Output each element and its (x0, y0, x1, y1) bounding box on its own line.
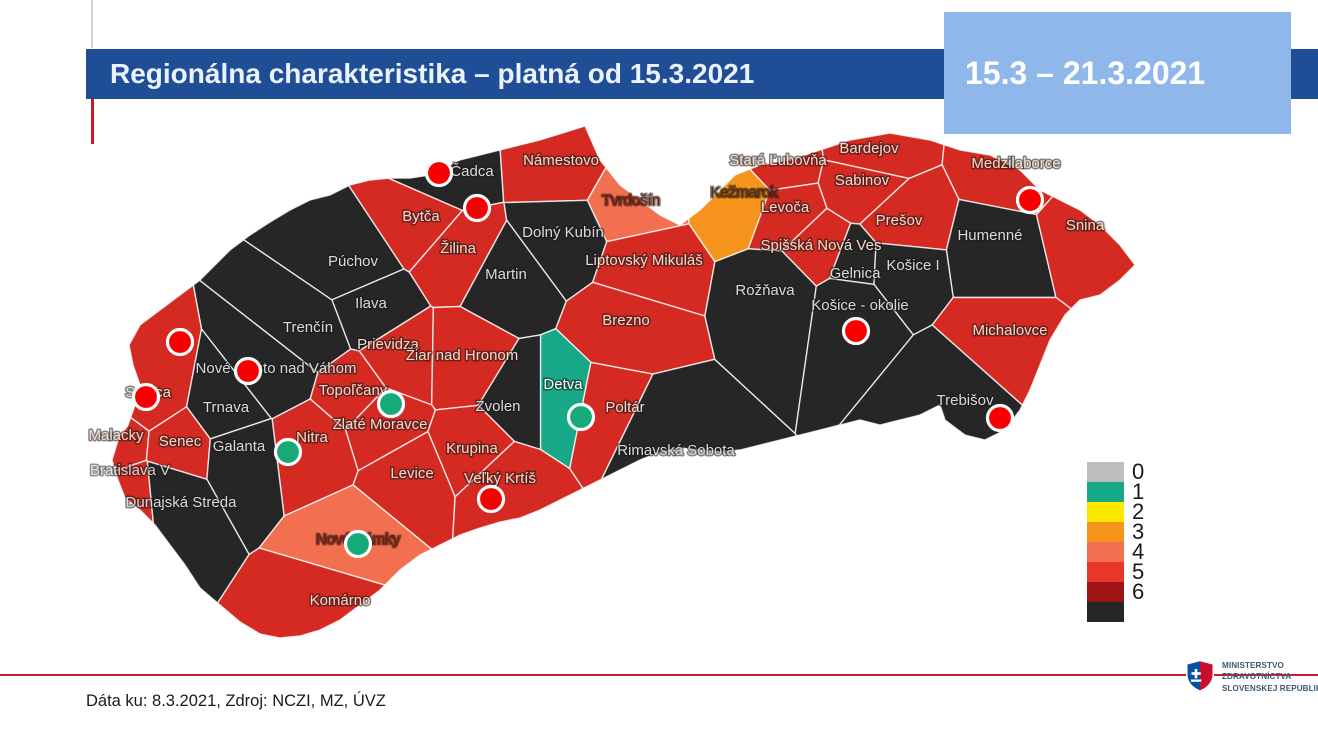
svg-text:Michalovce: Michalovce (972, 322, 1047, 339)
svg-text:6: 6 (1132, 579, 1144, 604)
svg-text:Levoča: Levoča (761, 199, 810, 216)
svg-text:Medzilaborce: Medzilaborce (971, 155, 1060, 172)
svg-text:Prievidza: Prievidza (357, 336, 419, 353)
svg-text:Stará Ľubovňa: Stará Ľubovňa (729, 152, 827, 169)
svg-text:Levice: Levice (390, 465, 433, 482)
svg-text:Spišská Nová Ves: Spišská Nová Ves (761, 237, 882, 254)
svg-text:Rožňava: Rožňava (735, 282, 795, 299)
svg-text:Gelnica: Gelnica (830, 265, 882, 282)
svg-text:Dolný Kubín: Dolný Kubín (522, 224, 604, 241)
svg-text:Galanta: Galanta (213, 438, 266, 455)
svg-text:Senec: Senec (159, 433, 202, 450)
svg-text:Žilina: Žilina (440, 240, 477, 257)
svg-text:Zvolen: Zvolen (475, 398, 520, 415)
svg-text:Liptovský Mikuláš: Liptovský Mikuláš (585, 252, 703, 269)
svg-text:Kežmarok: Kežmarok (710, 184, 778, 201)
svg-text:Rimavská Sobota: Rimavská Sobota (617, 442, 735, 459)
svg-text:Žiar nad Hronom: Žiar nad Hronom (406, 347, 519, 364)
svg-text:Krupina: Krupina (446, 440, 498, 457)
svg-text:Detva: Detva (543, 376, 583, 393)
svg-text:Poltár: Poltár (605, 399, 644, 416)
svg-text:Ilava: Ilava (355, 295, 387, 312)
svg-text:Komárno: Komárno (310, 592, 371, 609)
svg-text:Bratislava V: Bratislava V (90, 462, 170, 479)
svg-text:Snina: Snina (1066, 217, 1105, 234)
svg-text:Púchov: Púchov (328, 253, 379, 270)
svg-text:Košice - okolie: Košice - okolie (811, 297, 909, 314)
svg-text:Námestovo: Námestovo (523, 152, 599, 169)
svg-text:Trenčín: Trenčín (283, 319, 333, 336)
svg-text:Prešov: Prešov (876, 212, 923, 229)
svg-text:Sabinov: Sabinov (835, 172, 890, 189)
svg-text:Humenné: Humenné (957, 227, 1022, 244)
svg-text:Nové Mesto nad Váhom: Nové Mesto nad Váhom (196, 360, 357, 377)
svg-text:Martin: Martin (485, 266, 527, 283)
svg-text:Bytča: Bytča (402, 208, 440, 225)
svg-text:Nové Zámky: Nové Zámky (316, 531, 401, 548)
svg-text:Nitra: Nitra (296, 429, 328, 446)
svg-text:Čadca: Čadca (450, 163, 494, 180)
svg-text:Trebišov: Trebišov (937, 392, 994, 409)
svg-text:Veľký Krtíš: Veľký Krtíš (464, 470, 536, 487)
svg-text:Trnava: Trnava (203, 399, 250, 416)
svg-text:Zlaté Moravce: Zlaté Moravce (332, 416, 427, 433)
svg-text:Košice I: Košice I (886, 257, 939, 274)
svg-text:Bardejov: Bardejov (839, 140, 899, 157)
svg-text:Topoľčany: Topoľčany (319, 382, 388, 399)
svg-text:Dunajská Streda: Dunajská Streda (126, 494, 238, 511)
svg-text:Brezno: Brezno (602, 312, 650, 329)
svg-text:Tvrdošín: Tvrdošín (602, 192, 660, 209)
svg-text:Senica: Senica (125, 384, 172, 401)
svg-text:Malacky: Malacky (88, 427, 144, 444)
